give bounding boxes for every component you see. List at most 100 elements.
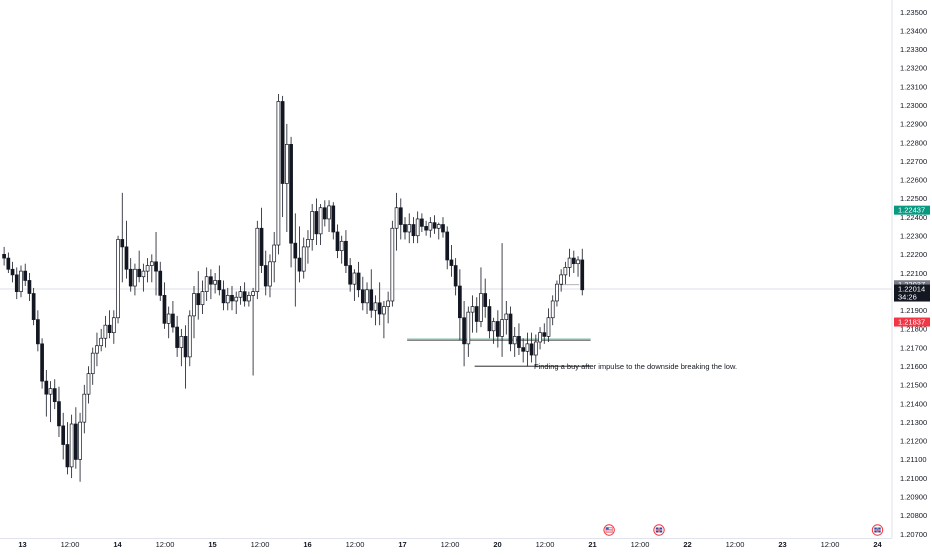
- candle: [394, 192, 399, 251]
- candle-body-up: [179, 336, 184, 348]
- candle: [555, 280, 559, 307]
- candle-body-down: [183, 336, 188, 358]
- candle-body-down: [242, 291, 247, 302]
- price-tick-label: 1.22200: [900, 250, 927, 259]
- candle: [57, 386, 61, 438]
- candle: [567, 248, 572, 277]
- candle-body-down: [483, 293, 488, 307]
- candle: [14, 267, 19, 300]
- price-tag-label: 1.22014: [898, 285, 925, 294]
- candle-body-down: [571, 257, 576, 265]
- price-tick-label: 1.21300: [900, 418, 927, 427]
- candle: [192, 286, 196, 339]
- candle-body-up: [187, 315, 192, 358]
- candle: [225, 287, 230, 311]
- candle: [285, 123, 289, 232]
- price-tick-label: 1.22500: [900, 194, 927, 203]
- candle-body-up: [116, 239, 120, 319]
- candle: [171, 300, 175, 333]
- candle-body-up: [559, 274, 564, 285]
- candle-body-down: [209, 276, 213, 285]
- candle: [474, 297, 479, 333]
- candle-body-down: [57, 401, 61, 427]
- price-tick-label: 1.23400: [900, 26, 927, 35]
- candle: [234, 291, 239, 315]
- time-tick-label: 12:00: [61, 540, 80, 549]
- candle-body-down: [377, 302, 382, 315]
- candle-body-down: [44, 380, 49, 395]
- time-tick-label: 24: [873, 540, 882, 549]
- candle: [403, 217, 407, 240]
- candle-body-up: [238, 291, 243, 298]
- candle: [19, 265, 23, 298]
- price-tick-label: 1.21100: [900, 455, 927, 464]
- candle-body-up: [268, 261, 272, 287]
- candle-body-down: [420, 218, 424, 227]
- time-tick-label: 12:00: [631, 540, 650, 549]
- candle: [344, 230, 348, 273]
- countdown-label: 34:26: [898, 293, 917, 302]
- candle-body-up: [78, 421, 82, 460]
- candle-body-up: [95, 345, 99, 354]
- candle: [36, 310, 40, 352]
- candle-body-down: [356, 272, 361, 291]
- candle-body-up: [276, 101, 281, 246]
- annotations: Finding a buy after impulse to the downs…: [534, 362, 737, 371]
- price-tag-label: 1.21837: [898, 318, 925, 327]
- candle-body-down: [445, 231, 450, 261]
- candle: [458, 269, 462, 341]
- candle-body-down: [230, 295, 234, 302]
- candle: [517, 323, 521, 356]
- candle-body-up: [166, 313, 171, 324]
- candle: [546, 308, 551, 342]
- candle: [525, 332, 530, 367]
- candle: [533, 334, 538, 367]
- price-tick-label: 1.21900: [900, 306, 927, 315]
- candle: [445, 226, 450, 270]
- candle-body-up: [563, 267, 568, 276]
- candle: [542, 323, 547, 344]
- candle: [6, 252, 11, 273]
- candle: [27, 273, 32, 301]
- candle-body-down: [14, 274, 19, 292]
- candle-body-down: [40, 343, 44, 382]
- candle: [10, 261, 15, 283]
- candle: [200, 280, 205, 315]
- candle: [436, 222, 441, 240]
- candle-body-down: [462, 317, 466, 345]
- candle: [420, 213, 424, 232]
- candle: [124, 220, 129, 279]
- candle: [415, 211, 420, 244]
- candle-body-down: [65, 444, 70, 468]
- candle-body-down: [289, 144, 293, 244]
- candle: [496, 310, 500, 348]
- price-tick-label: 1.20800: [900, 511, 927, 520]
- candle: [297, 226, 302, 283]
- candle: [196, 271, 201, 320]
- candle: [487, 299, 492, 339]
- candle-body-down: [217, 280, 222, 291]
- candle-body-up: [86, 373, 91, 395]
- candle-body-up: [145, 265, 150, 272]
- candle-body-down: [221, 289, 226, 304]
- time-axis[interactable]: 13 12:00 14 12:00 15 12:00 16 12:00 17 12:00 20 12:…: [18, 540, 882, 549]
- candle-body-down: [158, 270, 163, 296]
- candle-body-up: [525, 343, 530, 352]
- candle-body-up: [339, 240, 344, 251]
- candle-body-up: [436, 224, 441, 229]
- candle-body-down: [10, 268, 15, 276]
- candle: [424, 220, 428, 236]
- price-axis[interactable]: 1.23500 1.23400 1.23300 1.23200 1.23100 1.230…: [0, 0, 927, 539]
- candle-body-down: [348, 265, 352, 285]
- candle: [204, 267, 209, 301]
- candle-body-up: [386, 300, 390, 307]
- candle-body-up: [285, 144, 289, 184]
- candle: [382, 300, 386, 339]
- event-markers[interactable]: [603, 524, 884, 536]
- candle-body-down: [369, 289, 374, 311]
- candle: [441, 217, 445, 238]
- candle: [175, 315, 179, 357]
